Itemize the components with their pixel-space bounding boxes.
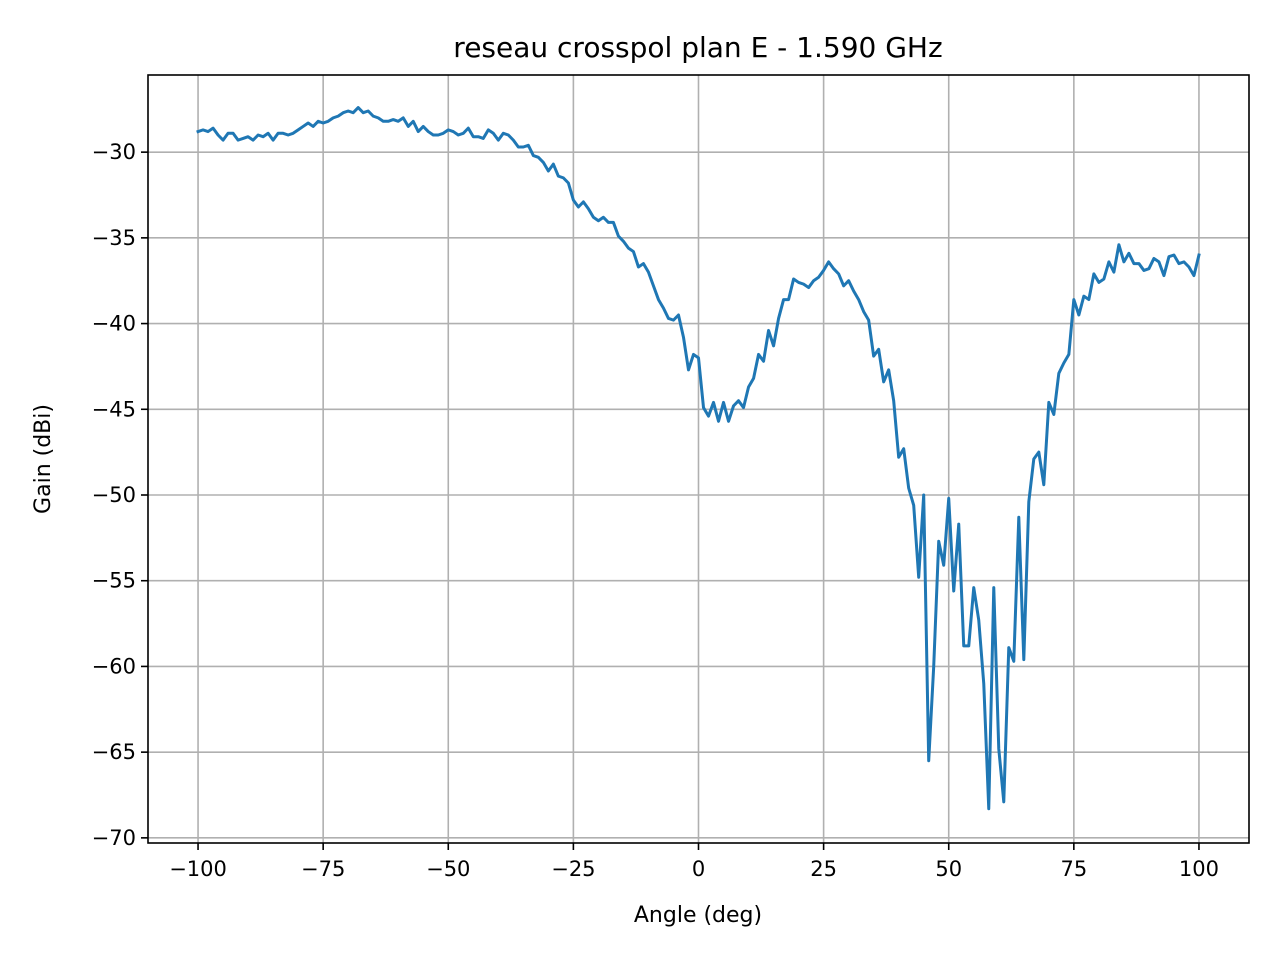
x-tick-label: 75: [1060, 857, 1087, 881]
x-tick-label: 100: [1179, 857, 1219, 881]
axis-ticks: [141, 151, 1200, 850]
plot-frame: [147, 74, 1250, 844]
x-tick-labels: −100 −75 −50 −25 0 25 50 75 100: [169, 857, 1219, 881]
y-tick-label: −40: [92, 312, 136, 336]
x-axis-label: Angle (deg): [634, 903, 762, 928]
y-tick-label: −60: [92, 654, 136, 678]
y-tick-label: −30: [92, 140, 136, 164]
y-axis-label: Gain (dBi): [31, 404, 56, 514]
y-tick-label: −55: [92, 569, 136, 593]
x-tick-label: 0: [692, 857, 705, 881]
y-tick-label: −65: [92, 740, 136, 764]
y-tick-label: −50: [92, 483, 136, 507]
x-tick-label: −50: [426, 857, 470, 881]
x-tick-label: 25: [810, 857, 837, 881]
x-tick-label: −100: [169, 857, 227, 881]
chart-title: reseau crosspol plan E - 1.590 GHz: [453, 31, 942, 64]
x-tick-label: −75: [301, 857, 345, 881]
y-tick-label: −35: [92, 226, 136, 250]
y-tick-label: −45: [92, 397, 136, 421]
series-line: [196, 106, 1201, 811]
series-layer: [196, 106, 1201, 811]
grid-lines: [148, 75, 1249, 843]
y-tick-labels: −70 −65 −60 −55 −50 −45 −40 −35 −30: [92, 140, 136, 850]
y-tick-label: −70: [92, 826, 136, 850]
x-tick-label: 50: [935, 857, 962, 881]
x-tick-label: −25: [551, 857, 595, 881]
